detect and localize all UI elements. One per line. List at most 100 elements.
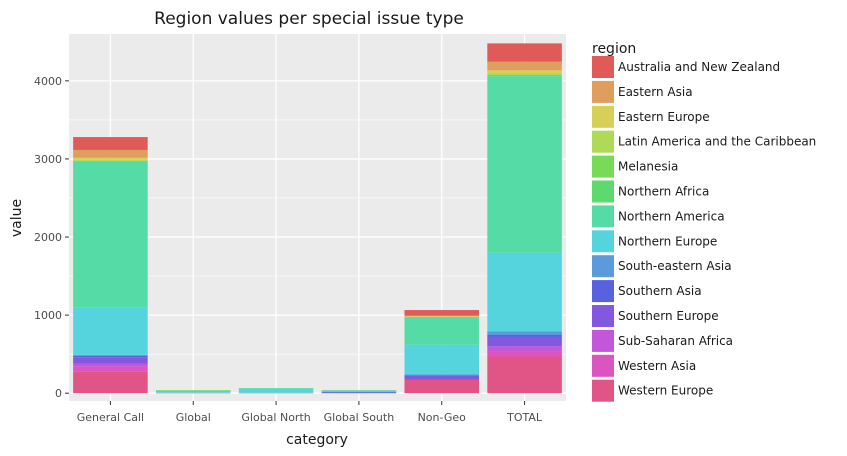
- bar-segment: [73, 160, 148, 162]
- legend-key: [592, 354, 614, 377]
- bar-segment: [404, 310, 480, 316]
- legend-key: [592, 255, 614, 278]
- minor-gridlines: [69, 119, 566, 355]
- legend-label: Latin America and the Caribbean: [618, 135, 816, 149]
- bar-segment: [155, 390, 231, 391]
- y-axis-title: value: [9, 199, 25, 237]
- bar-segment: [73, 149, 148, 158]
- bar-segment: [238, 392, 314, 394]
- bar-segment: [487, 356, 562, 394]
- y-axis-ticks: 0 1000 2000 3000 4000: [34, 75, 69, 400]
- bar-segment: [487, 61, 562, 71]
- legend-label: Northern Africa: [618, 185, 709, 199]
- bar-segment: [487, 252, 562, 332]
- y-tick-label: 2000: [34, 231, 62, 244]
- bar-segment: [487, 70, 562, 74]
- bar-segment: [73, 307, 148, 355]
- bar-segment: [321, 392, 397, 393]
- bar-segment: [73, 159, 148, 161]
- bar-segment: [73, 137, 148, 150]
- bar-segment: [404, 317, 480, 318]
- bar-segment: [321, 391, 397, 393]
- bars: [73, 43, 562, 394]
- legend-key: [592, 230, 614, 253]
- legend-label: South-eastern Asia: [618, 259, 732, 273]
- legend-key: [592, 130, 614, 153]
- bar-segment: [487, 75, 562, 77]
- legend-label: Southern Europe: [618, 309, 719, 323]
- bar-segment: [73, 366, 148, 372]
- x-tick-label: General Call: [77, 411, 144, 424]
- legend-title: region: [592, 41, 636, 57]
- bar-segment: [321, 392, 397, 393]
- bar-segment: [487, 73, 562, 75]
- legend-label: Western Europe: [618, 384, 713, 398]
- legend-label: Eastern Europe: [618, 110, 710, 124]
- bar-segment: [404, 316, 480, 318]
- legend-key: [592, 105, 614, 128]
- legend-key: [592, 180, 614, 203]
- legend-label: Sub-Saharan Africa: [618, 334, 733, 348]
- bar-segment: [487, 76, 562, 253]
- legend-label: Northern Europe: [618, 234, 717, 248]
- legend-label: Melanesia: [618, 160, 678, 174]
- legend-key: [592, 379, 614, 402]
- bar-segment: [238, 388, 314, 389]
- bar-segment: [238, 388, 314, 393]
- legend-key: [592, 305, 614, 327]
- bar-segment: [73, 357, 148, 364]
- legend-key: [592, 56, 614, 78]
- y-tick-label: 0: [55, 387, 62, 400]
- legend-key: [592, 205, 614, 228]
- bar-segment: [487, 43, 562, 62]
- bar-segment: [487, 351, 562, 357]
- bar-segment: [73, 354, 148, 356]
- x-tick-label: Non-Geo: [418, 411, 467, 424]
- legend-key: [592, 329, 614, 352]
- bar-segment: [155, 392, 231, 393]
- legend-label: Northern America: [618, 209, 725, 223]
- bar-segment: [73, 363, 148, 367]
- x-axis-title: category: [286, 432, 348, 448]
- x-tick-label: Global: [176, 411, 211, 424]
- bar-segment: [404, 374, 480, 376]
- legend-key: [592, 155, 614, 178]
- x-axis-ticks: General Call Global Global North Global Sou…: [77, 401, 543, 424]
- bar-segment: [487, 334, 562, 337]
- bar-segment: [73, 355, 148, 358]
- bar-segment: [487, 74, 562, 76]
- y-tick-label: 1000: [34, 309, 62, 322]
- bar-segment: [404, 379, 480, 394]
- bar-segment: [321, 390, 397, 391]
- bar-segment: [404, 376, 480, 380]
- chart-title: Region values per special issue type: [154, 9, 464, 29]
- plot-panel: [69, 34, 566, 401]
- bar-segment: [73, 161, 148, 308]
- legend-label: Western Asia: [618, 359, 696, 373]
- bar-segment: [487, 346, 562, 352]
- bar-segment: [487, 336, 562, 347]
- legend-key: [592, 280, 614, 303]
- bar-segment: [73, 371, 148, 394]
- bar-segment: [321, 392, 397, 394]
- bar-segment: [487, 331, 562, 335]
- bar-segment: [404, 375, 480, 377]
- bar-segment: [404, 344, 480, 375]
- bar-segment: [73, 157, 148, 160]
- x-tick-label: Global South: [324, 411, 395, 424]
- legend-key: [592, 80, 614, 103]
- bar-segment: [155, 392, 231, 394]
- legend-label: Southern Asia: [618, 284, 702, 298]
- bar-segment: [155, 390, 231, 393]
- legend: region Australia and New Zealand Eastern …: [592, 41, 816, 402]
- x-tick-label: Global North: [241, 411, 310, 424]
- bar-segment: [321, 390, 397, 392]
- legend-label: Australia and New Zealand: [618, 60, 780, 74]
- y-tick-label: 4000: [34, 75, 62, 88]
- bar-segment: [404, 315, 480, 317]
- bar-segment: [404, 317, 480, 345]
- y-tick-label: 3000: [34, 153, 62, 166]
- legend-label: Eastern Asia: [618, 85, 693, 99]
- bar-segment: [404, 316, 480, 317]
